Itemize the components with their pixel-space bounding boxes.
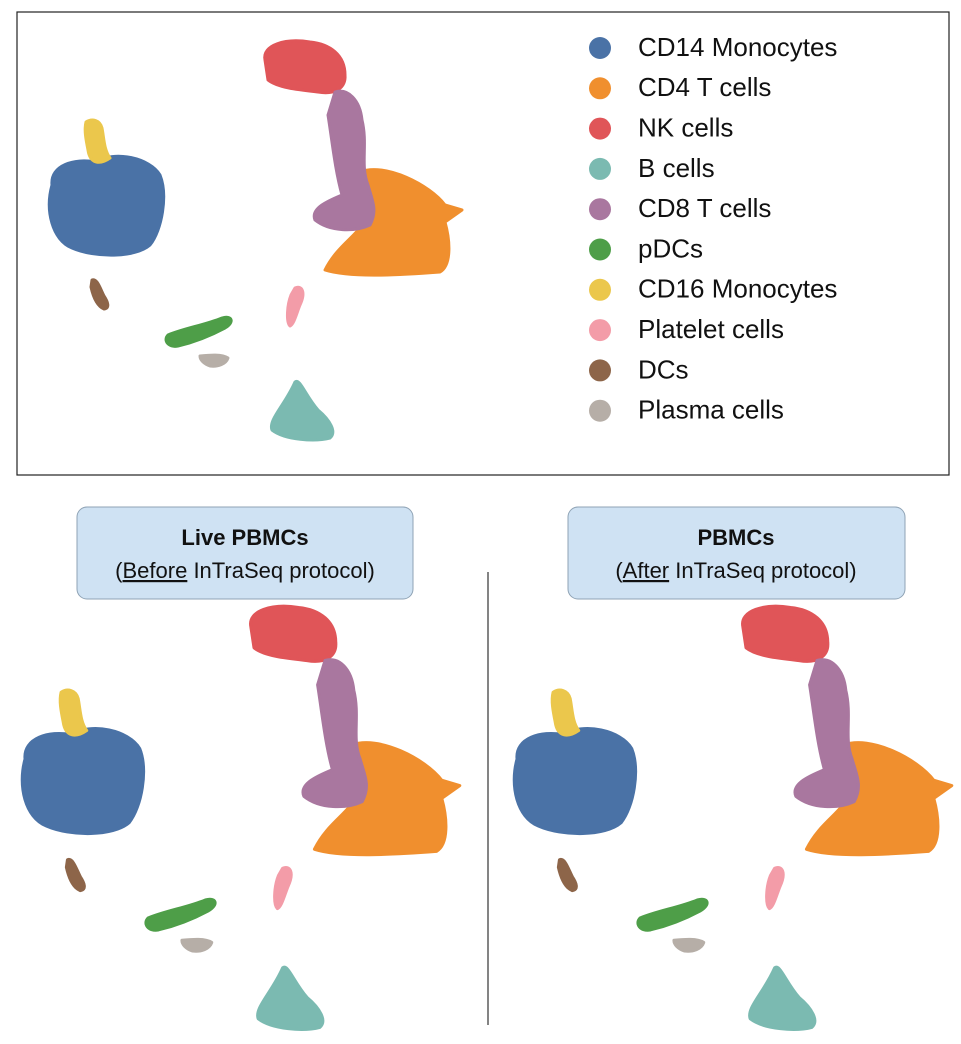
cell-cluster [793, 658, 860, 809]
cell-cluster [512, 727, 638, 836]
legend-label: B cells [638, 153, 715, 183]
cell-cluster [58, 688, 89, 737]
top-panel-frame [16, 11, 950, 476]
cell-cluster [83, 118, 112, 164]
legend-swatch [589, 117, 611, 140]
subtitle-emphasis: Before [123, 558, 188, 583]
legend-swatch [589, 157, 611, 180]
cell-cluster [550, 688, 581, 737]
legend-swatch [589, 359, 611, 382]
cell-cluster [636, 897, 709, 932]
umap-after [512, 604, 954, 1031]
cell-cluster [312, 89, 376, 232]
legend-label: CD14 Monocytes [638, 32, 837, 62]
legend: CD14 Monocytes CD4 T cells NK cells B cells… [589, 32, 837, 425]
cell-cluster [286, 285, 305, 328]
legend-label: CD8 T cells [638, 193, 771, 223]
legend-label: NK cells [638, 112, 733, 142]
cell-cluster [249, 604, 338, 663]
legend-label: pDCs [638, 233, 703, 263]
cell-cluster [144, 897, 217, 932]
legend-swatch [589, 319, 611, 342]
panel-label-box [567, 506, 906, 600]
legend-label: Plasma cells [638, 395, 784, 425]
cell-cluster [89, 278, 110, 311]
subtitle-emphasis: After [623, 558, 669, 583]
cell-cluster [273, 865, 293, 911]
legend-swatch [589, 238, 611, 261]
cell-cluster [556, 857, 578, 893]
panel-subtitle: (Before InTraSeq protocol) [115, 558, 375, 583]
subtitle-part: ( [615, 558, 623, 583]
umap-top [47, 39, 464, 442]
panel-title: PBMCs [697, 525, 774, 550]
cell-cluster [180, 937, 214, 953]
cell-cluster [20, 727, 146, 836]
cell-cluster [748, 965, 817, 1031]
panel-title: Live PBMCs [181, 525, 308, 550]
legend-label: Platelet cells [638, 314, 784, 344]
umap-before [20, 604, 462, 1031]
legend-swatch [589, 198, 611, 221]
cell-cluster [263, 39, 347, 95]
cell-cluster [256, 965, 325, 1031]
cell-cluster [301, 658, 368, 809]
cell-cluster [741, 604, 830, 663]
panel-subtitle: (After InTraSeq protocol) [615, 558, 856, 583]
cell-cluster [269, 379, 335, 442]
cell-cluster [164, 315, 233, 348]
cell-cluster [47, 154, 166, 257]
cell-cluster [765, 865, 785, 911]
legend-label: CD4 T cells [638, 72, 771, 102]
subtitle-part: InTraSeq protocol) [669, 558, 857, 583]
cell-cluster [64, 857, 86, 893]
panel-label-box [76, 506, 414, 600]
legend-swatch [589, 278, 611, 301]
legend-label: CD16 Monocytes [638, 274, 837, 304]
subtitle-part: InTraSeq protocol) [187, 558, 375, 583]
legend-label: DCs [638, 354, 689, 384]
legend-swatch [589, 77, 611, 100]
legend-swatch [589, 37, 611, 59]
cell-cluster [672, 937, 706, 953]
legend-swatch [589, 399, 611, 422]
subtitle-part: ( [115, 558, 123, 583]
cell-cluster [198, 353, 230, 368]
